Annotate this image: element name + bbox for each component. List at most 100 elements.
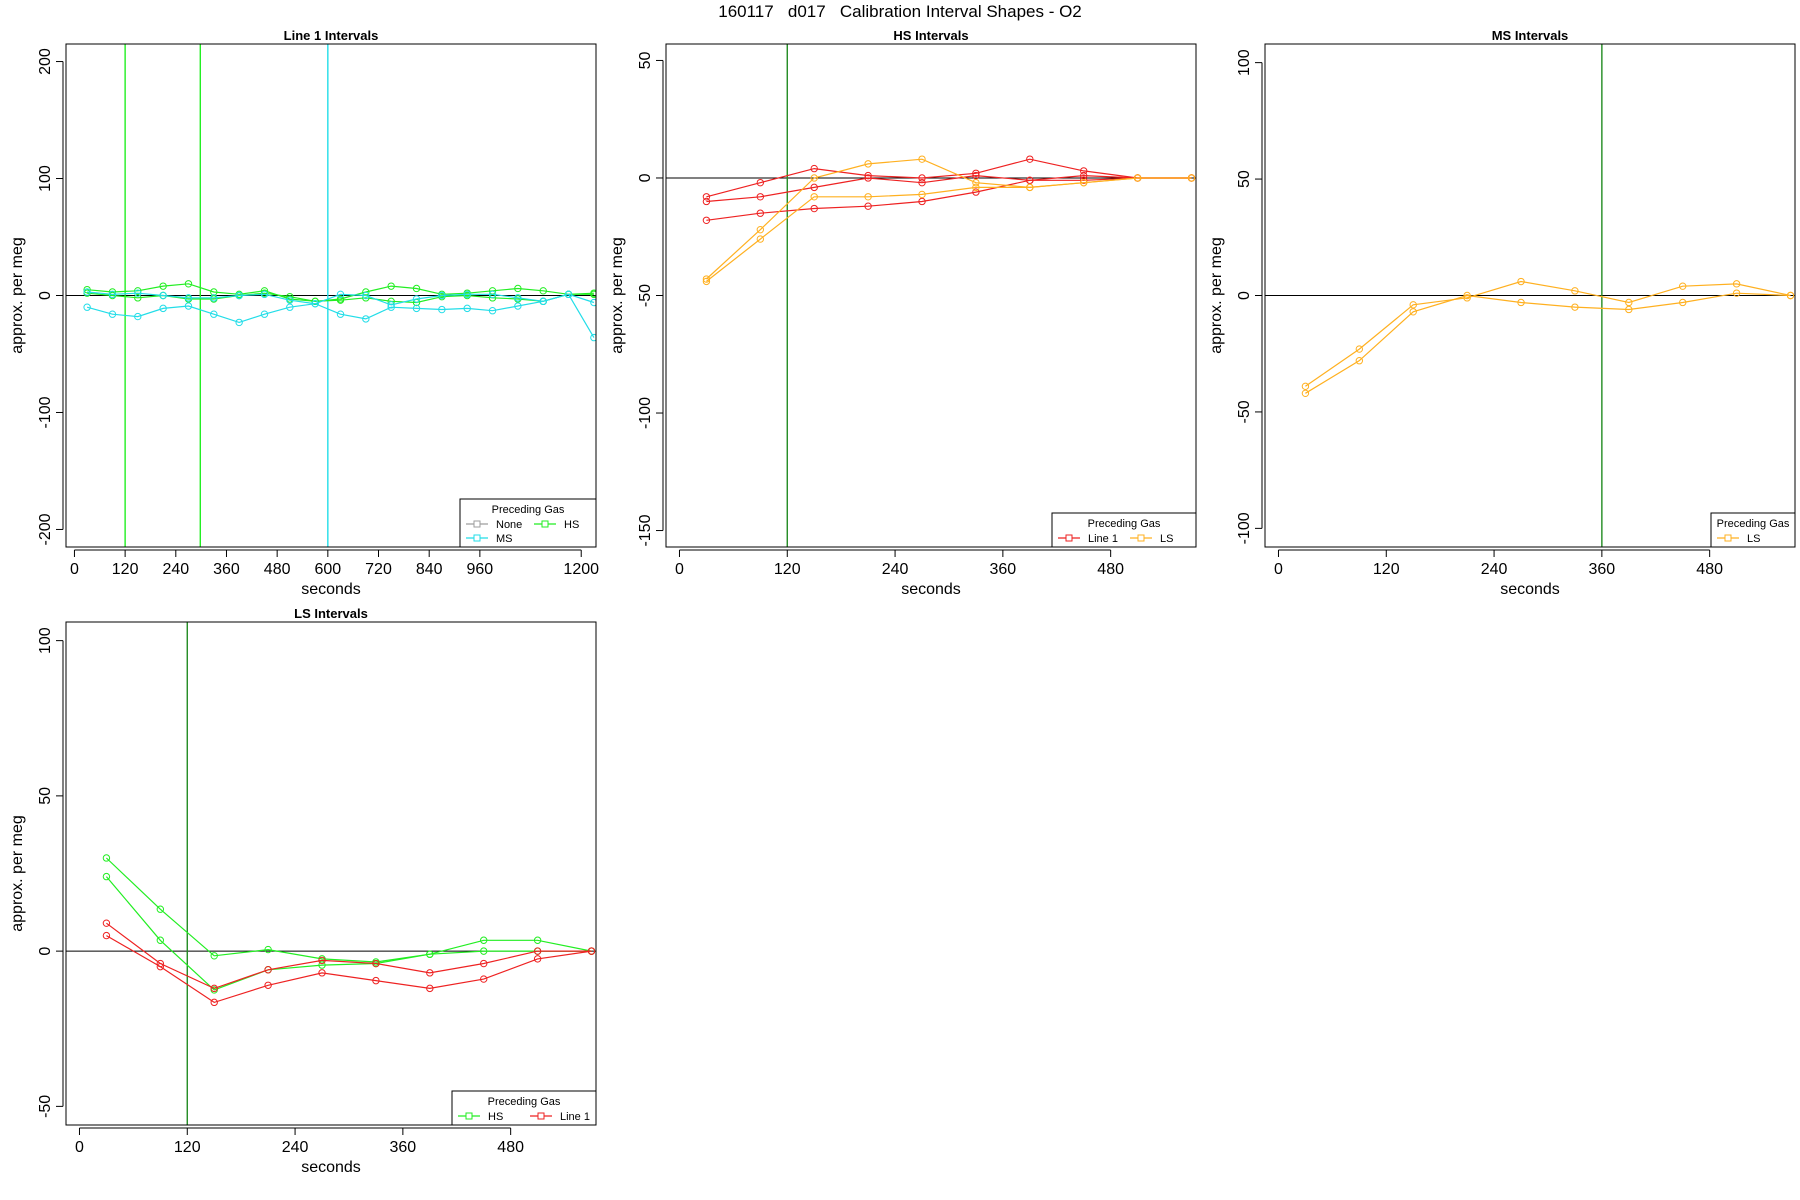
- y-tick-label: 0: [37, 291, 54, 300]
- y-tick-label: -100: [1236, 512, 1253, 544]
- legend-swatch-marker: [1065, 534, 1073, 542]
- data-point: [108, 310, 117, 318]
- data-point: [336, 310, 345, 318]
- data-point: [264, 981, 272, 989]
- data-point: [311, 297, 319, 306]
- data-point: [1625, 298, 1633, 307]
- data-point: [1463, 291, 1471, 300]
- x-tick-label: 360: [1589, 561, 1616, 578]
- chart-panel-4: LS Intervals 0 120 240 360 480 seconds -50 0 50 10…: [9, 606, 597, 1176]
- legend-swatch-marker: [473, 520, 481, 528]
- data-point: [210, 952, 218, 960]
- legend-swatch-marker: [473, 534, 481, 542]
- data-point: [1026, 183, 1034, 192]
- data-point: [1026, 176, 1034, 185]
- data-point: [864, 171, 872, 180]
- data-point: [235, 291, 243, 300]
- data-point: [184, 280, 193, 288]
- chart-panel-2: HS Intervals 0 120 240 360 480 seconds -150 -100…: [609, 28, 1197, 598]
- y-tick-label: 0: [637, 173, 654, 182]
- x-tick-label: 240: [282, 1139, 309, 1156]
- legend-box: [459, 498, 597, 548]
- data-point: [480, 936, 488, 944]
- legend: Preceding Gas None HS MS: [459, 498, 597, 548]
- data-point: [702, 216, 711, 224]
- x-tick-label: 120: [1373, 561, 1400, 578]
- x-tick-label: 0: [675, 561, 684, 578]
- data-point: [810, 183, 818, 192]
- data-point: [412, 295, 421, 303]
- legend-label: HS: [564, 519, 579, 531]
- legend-title: Preceding Gas: [488, 1096, 561, 1108]
- data-point: [810, 204, 818, 213]
- y-tick-label: 50: [37, 787, 54, 805]
- data-point: [1080, 171, 1088, 180]
- data-point: [463, 290, 471, 299]
- data-point: [134, 294, 142, 302]
- x-tick-label: 120: [774, 561, 801, 578]
- series-line-line-1: [706, 158, 1192, 198]
- data-point: [387, 282, 395, 290]
- data-point: [83, 285, 91, 294]
- legend-title: Preceding Gas: [1717, 518, 1790, 530]
- data-point: [260, 290, 269, 299]
- data-point: [210, 294, 218, 302]
- data-point: [587, 947, 596, 955]
- data-point: [972, 171, 980, 180]
- y-tick-label: -50: [37, 1095, 54, 1118]
- series-line-ms: [86, 293, 595, 338]
- x-tick-label: 480: [264, 561, 291, 578]
- series-line-hs: [105, 857, 592, 963]
- x-tick-label: 360: [213, 561, 240, 578]
- data-point: [756, 193, 765, 201]
- data-point: [134, 289, 142, 297]
- plot-frame: [65, 43, 597, 548]
- y-tick-label: 0: [1236, 291, 1253, 300]
- series-line-hs: [87, 283, 594, 302]
- data-point: [514, 284, 522, 293]
- data-point: [756, 178, 765, 187]
- data-point: [488, 307, 497, 315]
- series-line-ms: [87, 291, 595, 306]
- data-point: [362, 291, 370, 300]
- data-point: [864, 174, 872, 182]
- data-point: [590, 289, 596, 297]
- data-point: [1187, 174, 1196, 182]
- data-point: [590, 298, 596, 307]
- x-axis-label: seconds: [1500, 581, 1560, 598]
- x-axis-label: seconds: [901, 581, 961, 598]
- data-point: [102, 919, 111, 927]
- legend: Preceding Gas HS Line 1: [451, 1090, 597, 1126]
- y-tick-label: -150: [637, 514, 654, 546]
- series-line-line-1: [706, 177, 1192, 221]
- data-point: [159, 291, 167, 300]
- data-point: [159, 282, 167, 290]
- data-point: [480, 975, 488, 983]
- data-point: [235, 318, 243, 327]
- data-point: [918, 178, 926, 187]
- legend-title: Preceding Gas: [492, 504, 565, 516]
- data-point: [810, 193, 818, 201]
- data-point: [286, 296, 294, 304]
- x-tick-label: 600: [314, 561, 341, 578]
- y-tick-label: -50: [1236, 400, 1253, 423]
- data-point: [1026, 155, 1034, 163]
- x-tick-label: 720: [365, 561, 392, 578]
- x-tick-label: 120: [112, 561, 139, 578]
- data-point: [1080, 167, 1088, 175]
- x-tick-label: 840: [416, 561, 443, 578]
- legend-label: None: [496, 519, 522, 531]
- data-point: [1355, 357, 1364, 365]
- data-point: [702, 193, 711, 201]
- data-point: [311, 299, 319, 308]
- data-point: [156, 905, 165, 913]
- data-point: [318, 961, 326, 969]
- legend: Preceding Gas Line 1 LS: [1051, 512, 1197, 548]
- data-point: [159, 304, 167, 313]
- data-point: [972, 188, 980, 196]
- data-point: [918, 174, 926, 182]
- data-point: [372, 959, 380, 968]
- x-tick-label: 360: [390, 1139, 417, 1156]
- data-point: [1571, 303, 1579, 311]
